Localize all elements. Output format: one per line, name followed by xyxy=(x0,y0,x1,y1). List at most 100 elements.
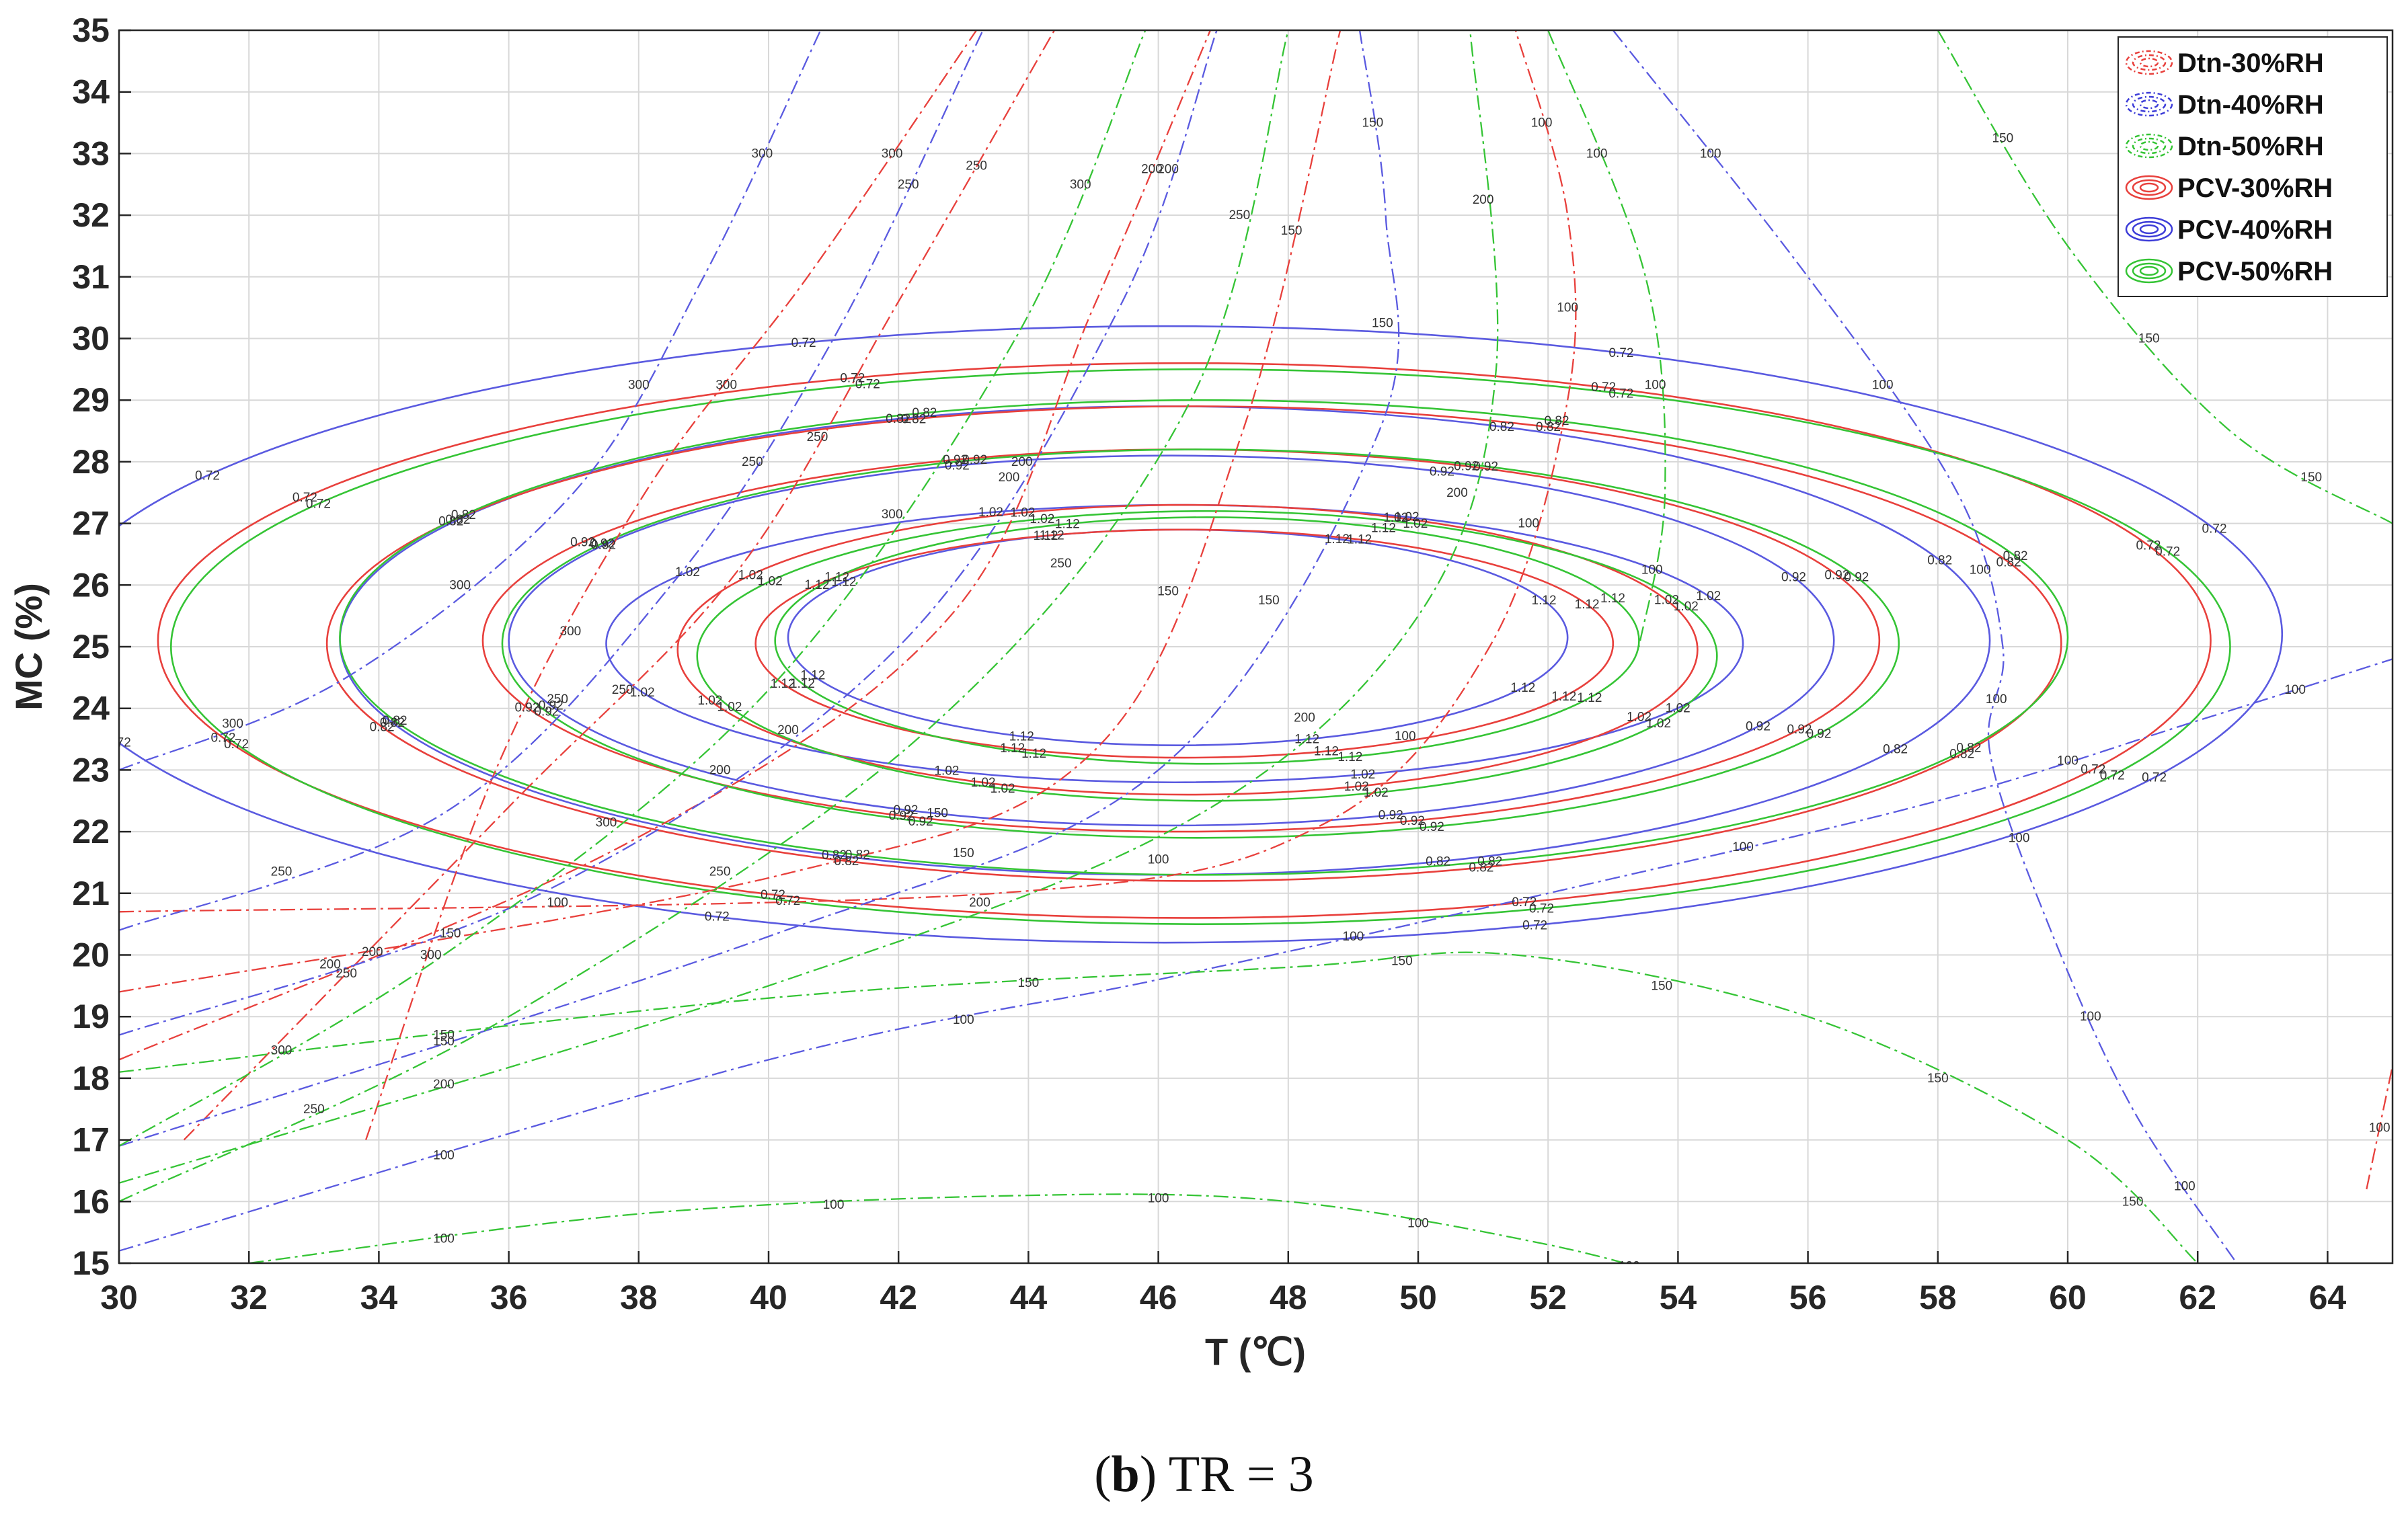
pcv-30-rh-contour-label: 1.02 xyxy=(1383,511,1408,525)
pcv-30-rh-contour-label: 1.12 xyxy=(804,578,829,592)
dtn-50-rh-contour-label: 100 xyxy=(1586,147,1608,161)
x-tick-label: 40 xyxy=(750,1279,787,1316)
dtn-50-rh-contour-150 xyxy=(119,951,2198,1263)
pcv-50-rh-contour-0.82 xyxy=(339,399,2069,876)
grid-lines xyxy=(118,30,2393,1264)
x-tick-label: 36 xyxy=(490,1279,528,1316)
dtn-50-rh-contour-label: 300 xyxy=(596,815,617,830)
dtn-40-rh-contour-label: 150 xyxy=(1362,116,1384,130)
dtn-40-rh-contour-label: 100 xyxy=(1343,930,1364,944)
dtn-50-rh-contour-label: 150 xyxy=(433,1029,455,1043)
y-tick-label: 28 xyxy=(72,443,110,481)
dtn-40-rh-contour-label: 100 xyxy=(1986,692,2007,707)
pcv-30-rh-contour-1.12 xyxy=(754,528,1615,759)
pcv-50-rh-contour-label: 1.12 xyxy=(1371,521,1396,535)
pcv-30-rh-contour-label: 1.02 xyxy=(971,776,996,790)
pcv-50-rh-contour-label: 0.72 xyxy=(224,737,249,752)
pcv-40-rh-contour-0.92 xyxy=(508,454,1835,827)
dtn-50-rh-contour-label: 150 xyxy=(1992,131,2014,145)
y-tick-label: 33 xyxy=(72,134,110,172)
legend-box xyxy=(2118,36,2388,297)
pcv-30-rh-contour-label: 0.82 xyxy=(1536,420,1561,434)
y-tick-label: 21 xyxy=(72,875,110,912)
dtn-30-rh-contour-300 xyxy=(364,30,978,1140)
pcv-40-rh-contour-1.12 xyxy=(787,528,1569,747)
pcv-30-rh-contour-label: 0.82 xyxy=(834,854,859,869)
y-tick-label: 30 xyxy=(72,320,110,358)
pcv-30-rh-contour-label: 0.82 xyxy=(901,412,926,426)
pcv-40-rh-contour-label: 0.92 xyxy=(1430,465,1454,479)
pcv-30-rh-contour-label: 0.92 xyxy=(570,535,595,549)
legend-swatch xyxy=(2139,57,2159,68)
pcv-30-rh-contour-label: 1.02 xyxy=(697,694,722,708)
pcv-30-rh-contour-label: 1.02 xyxy=(1344,780,1369,794)
dtn-50-rh-contour-label: 250 xyxy=(1229,208,1250,223)
dtn-50-rh-contour-label: 150 xyxy=(2138,332,2160,346)
x-tick-label: 46 xyxy=(1140,1279,1177,1316)
pcv-50-rh-contour-label: 0.82 xyxy=(1477,854,1502,869)
dtn-40-rh-contour-label: 150 xyxy=(433,1035,455,1049)
y-tick-label: 27 xyxy=(72,505,110,543)
pcv-40-rh-contour-label: 0.82 xyxy=(1426,855,1450,869)
y-axis-label: MC (%) xyxy=(7,583,50,711)
dtn-30-rh-contour-label: 200 xyxy=(1141,162,1163,176)
legend-swatch xyxy=(2132,262,2167,280)
y-tick-label: 26 xyxy=(72,566,110,604)
y-tick-label: 31 xyxy=(72,258,110,296)
pcv-50-rh-contour-label: 0.72 xyxy=(1608,387,1633,401)
dtn-50-rh-contour-label: 150 xyxy=(1018,976,1040,990)
legend-swatch xyxy=(2132,54,2167,71)
x-tick-label: 48 xyxy=(1270,1279,1307,1316)
pcv-40-rh-contour-label: 1.12 xyxy=(1040,528,1064,543)
dtn-30-rh-contour-label: 100 xyxy=(1531,116,1553,130)
pcv-50-rh-contour-label: 0.82 xyxy=(1956,741,1981,755)
dtn-40-rh-contour-label: 250 xyxy=(547,692,568,707)
pcv-40-rh-contour-label: 0.82 xyxy=(1927,553,1952,567)
pcv-30-rh-contour-label: 0.92 xyxy=(1454,459,1479,473)
dtn-40-rh-contour-label: 250 xyxy=(271,865,293,879)
pcv-30-rh-contour-label: 0.92 xyxy=(1824,568,1849,582)
pcv-40-rh-contour-label: 1.02 xyxy=(1666,701,1691,715)
pcv-30-rh-contour-label: 1.02 xyxy=(1627,711,1652,725)
pcv-40-rh-contour-label: 0.82 xyxy=(886,412,910,426)
y-tick-label: 15 xyxy=(72,1244,110,1282)
pcv-50-rh-contour-label: 1.12 xyxy=(1337,750,1362,764)
pcv-40-rh-contour-label: 1.02 xyxy=(1350,768,1375,782)
pcv-50-rh-contour-label: 1.12 xyxy=(790,677,815,691)
dtn-30-rh-contour-label: 100 xyxy=(1557,301,1578,315)
legend-entry: Dtn-30%RH xyxy=(2125,48,2324,78)
dtn-50-rh-contour-label: 200 xyxy=(1294,711,1315,725)
pcv-40-rh-contour-label: 0.92 xyxy=(1781,570,1806,584)
pcv-50-rh-contour-0.72 xyxy=(169,368,2231,925)
pcv-50-rh-contour-label: 0.82 xyxy=(2003,549,2028,563)
pcv-50-rh-contour-label: 1.12 xyxy=(1021,747,1046,761)
pcv-50-rh-contour-label: 0.92 xyxy=(1473,460,1498,474)
dtn-40-rh-contour-label: 100 xyxy=(953,1013,974,1027)
pcv-30-rh-contour-label: 0.72 xyxy=(1512,895,1537,910)
pcv-30-rh-contour-0.72 xyxy=(157,362,2212,919)
dtn-50-rh-contour-label: 100 xyxy=(1407,1216,1429,1230)
legend-swatch xyxy=(2132,179,2167,196)
pcv-50-rh-contour-label: 0.72 xyxy=(1529,902,1554,916)
y-tick-label: 16 xyxy=(72,1183,110,1220)
y-tick-label: 25 xyxy=(72,628,110,666)
pcv-40-rh-contour-label: 0.72 xyxy=(106,735,131,750)
pcv-40-rh-contour-label: 0.92 xyxy=(894,803,919,817)
pcv-50-rh-contour-label: 1.02 xyxy=(1030,512,1054,526)
dtn-40-rh-contour-label: 300 xyxy=(628,378,650,392)
dtn-40-rh-contour-label: 100 xyxy=(2284,683,2306,697)
pcv-40-rh-contour-label: 1.12 xyxy=(1510,681,1535,695)
dtn-30-rh-contour-label: 250 xyxy=(612,683,633,697)
dtn-50-rh-contour-label: 100 xyxy=(433,1232,455,1246)
dtn-50-rh-contour-label: 100 xyxy=(823,1198,845,1212)
pcv-40-rh-contour-label: 1.02 xyxy=(934,764,959,778)
pcv-50-rh-contour-label: 1.02 xyxy=(1646,717,1671,731)
pcv-50-rh-contour-label: 0.82 xyxy=(383,714,407,728)
dtn-40-rh-contour-200 xyxy=(119,30,1218,1036)
pcv-40-rh-contour-label: 0.82 xyxy=(822,848,847,863)
pcv-50-rh-contour-label: 0.82 xyxy=(912,406,937,420)
dtn-40-rh-contour-label: 200 xyxy=(1157,162,1179,176)
y-tick-label: 29 xyxy=(72,381,110,419)
pcv-30-rh-contour-0.92 xyxy=(481,448,1881,833)
pcv-50-rh-contour-label: 0.72 xyxy=(775,894,800,908)
